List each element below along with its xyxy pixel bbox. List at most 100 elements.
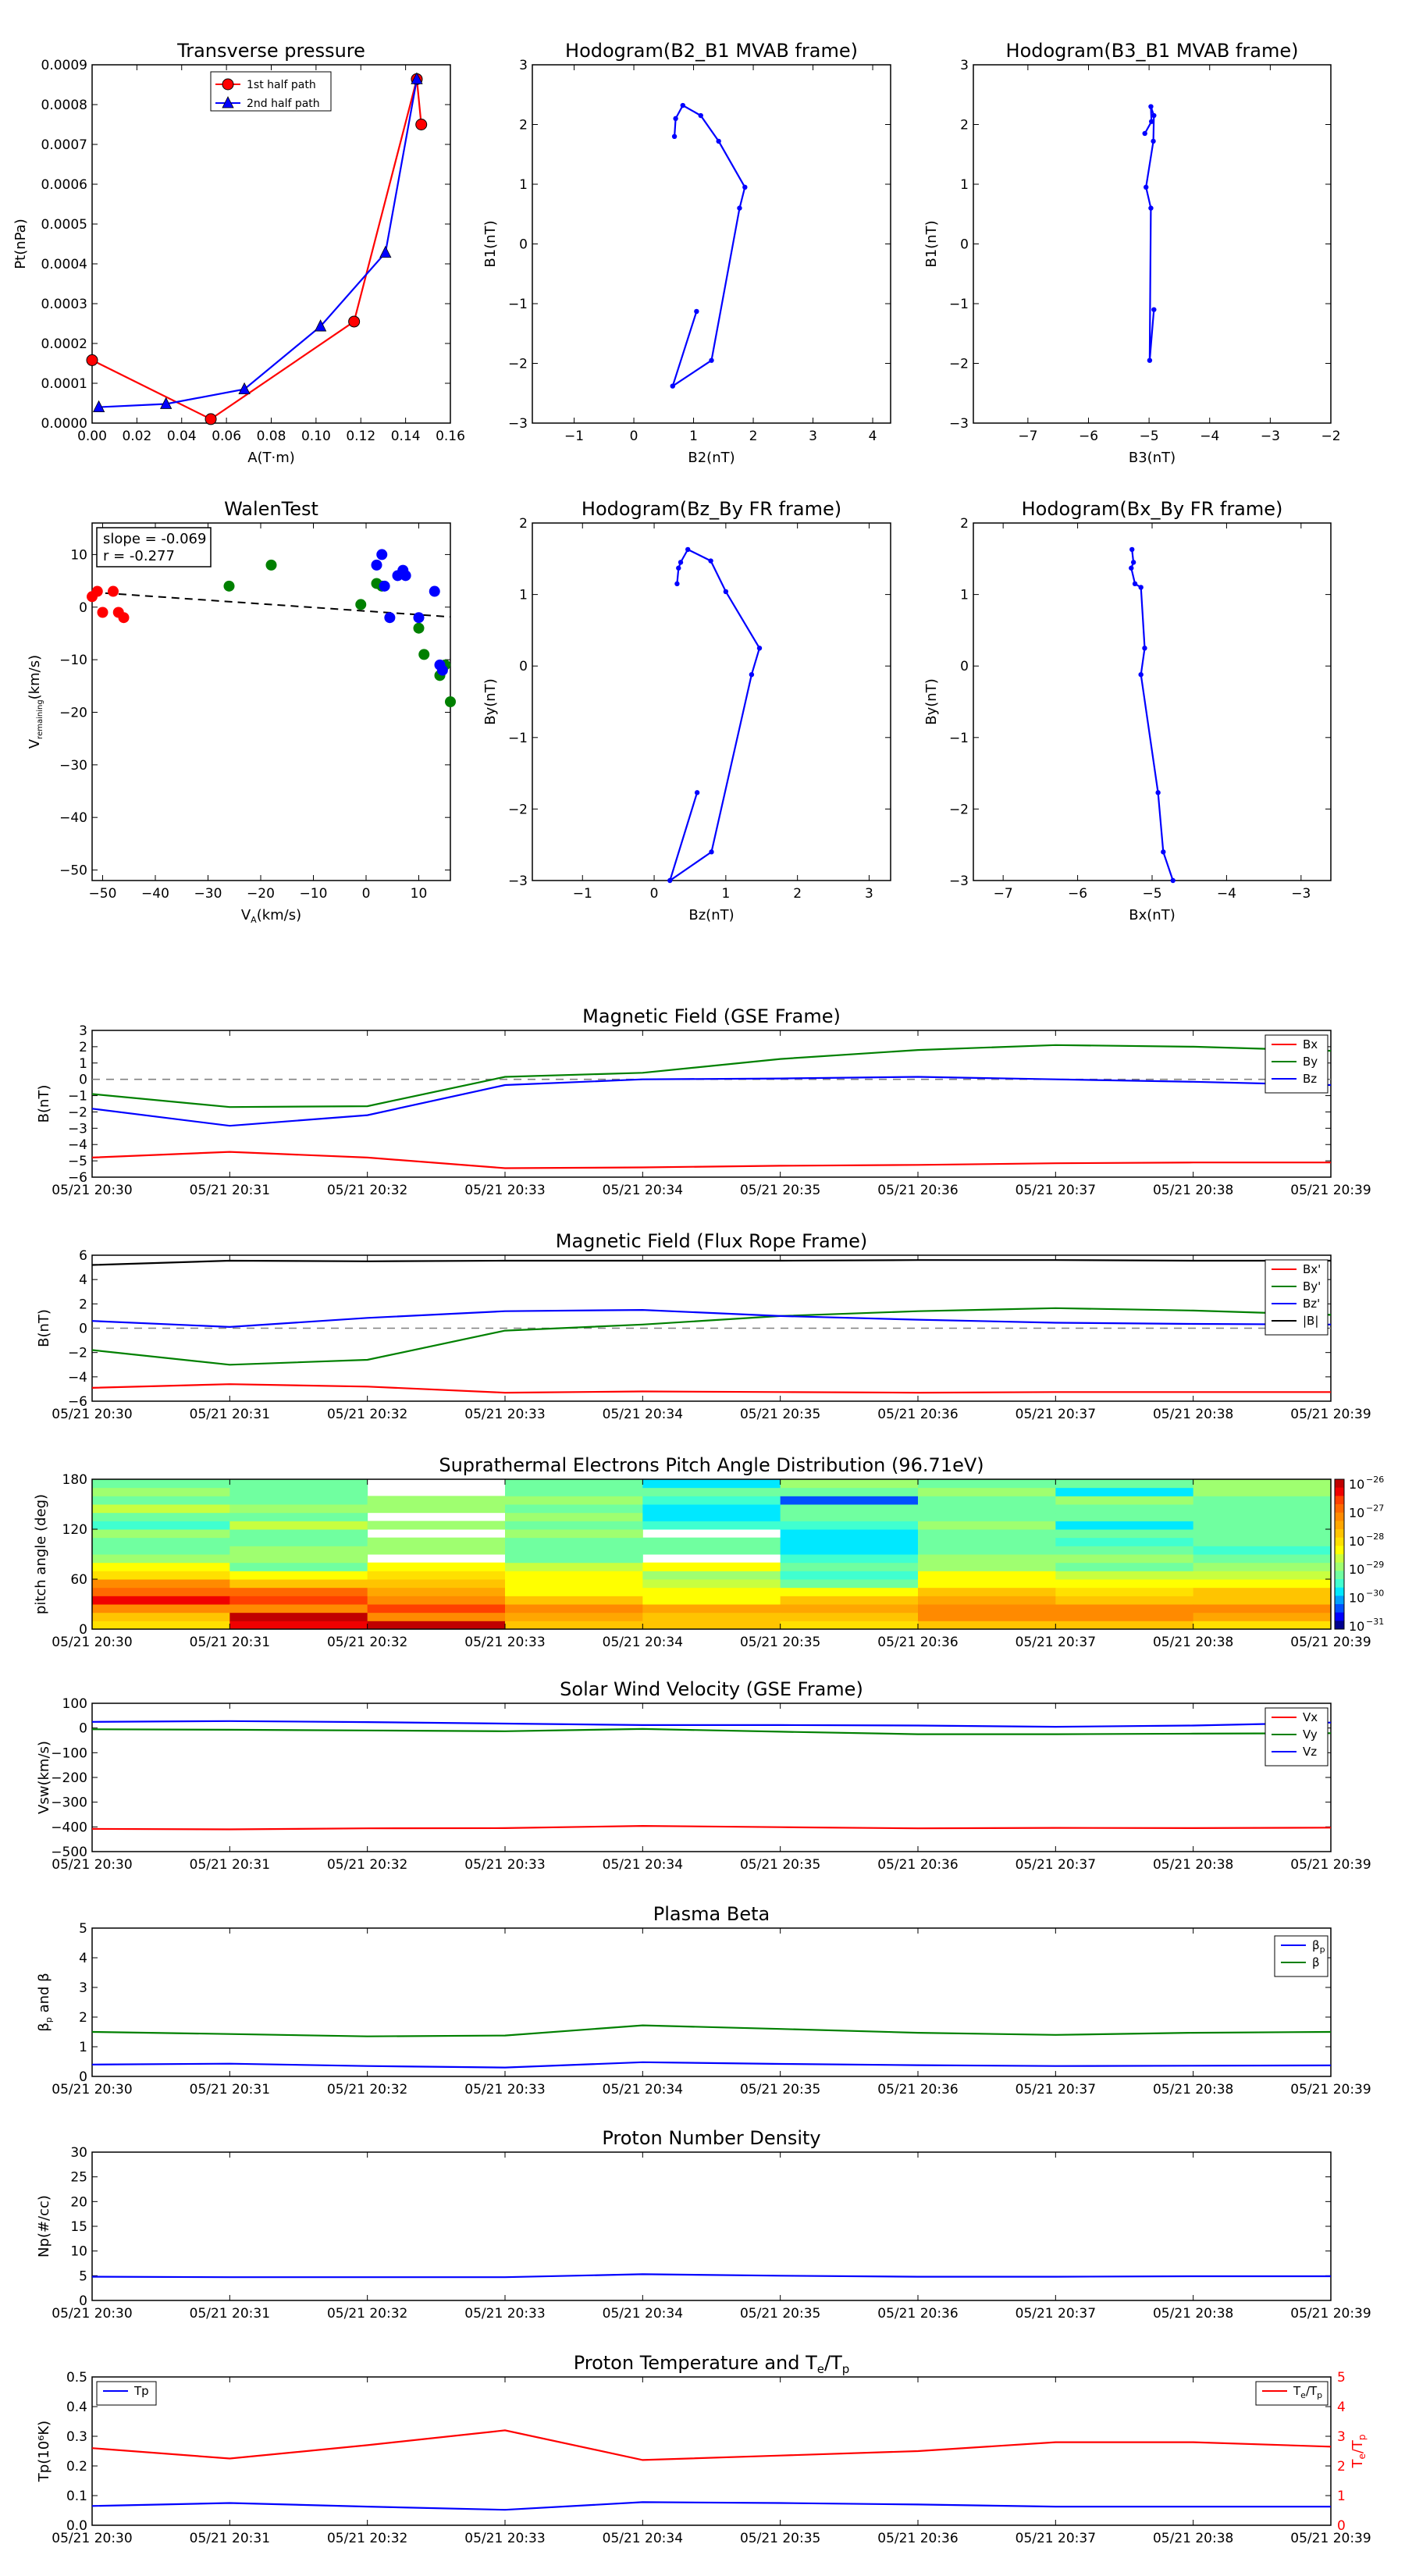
pad-heat-cell <box>505 1512 643 1521</box>
bfr-series-line <box>91 1308 1332 1329</box>
hzy-trace-point <box>676 565 681 571</box>
pad-heat-cell <box>918 1587 1056 1596</box>
pt-ytick-label: 0.0002 <box>41 336 87 352</box>
bgse-time-label: 05/21 20:37 <box>1016 1183 1096 1198</box>
pad-heat-cell <box>642 1504 781 1514</box>
hxy-trace-point <box>1129 546 1135 553</box>
pad-colorbar-label: 10 <box>1349 1477 1364 1492</box>
bfr-series-line <box>91 1259 1331 1266</box>
hxy-trace-point <box>1138 585 1144 590</box>
bgse-series-line <box>91 1076 1332 1127</box>
pad-heat-cell <box>367 1562 506 1571</box>
h31-trace-point <box>1151 307 1157 312</box>
tp-ytick-right-label: 4 <box>1337 2400 1346 2415</box>
np-time-label: 05/21 20:39 <box>1290 2306 1371 2322</box>
pad-heat-cell <box>918 1546 1056 1555</box>
pad-heat-cell <box>229 1554 368 1564</box>
pad-heat-cell <box>1055 1479 1194 1489</box>
tp-ytick-label: 0.5 <box>66 2370 87 2386</box>
h21-ytick-label: −3 <box>508 416 528 432</box>
pt-xtick-label: 0.08 <box>257 429 286 444</box>
pad-colorbar-segment <box>1335 1596 1344 1605</box>
h21-trace-point <box>670 383 675 389</box>
pad-heat-cell <box>505 1612 643 1621</box>
pad-heat-cell <box>780 1562 919 1571</box>
bfr-timeseries-panel: −6 −4 −2 0 2 4 6 05/21 20:30 05/21 20:31 05/21 20… <box>36 1230 1371 1422</box>
walen-xtick-label: 10 <box>411 886 428 902</box>
tp-legend-label: Te/Tp <box>1293 2384 1322 2400</box>
walen-scatter-point <box>223 580 235 592</box>
tp-ytick-right-label: 0 <box>1337 2518 1346 2534</box>
vsw-time-label: 05/21 20:33 <box>464 1857 545 1873</box>
vsw-time-label: 05/21 20:35 <box>740 1857 820 1873</box>
h21-xtick-label: 2 <box>749 429 758 444</box>
pad-colorbar-exponent: −27 <box>1366 1503 1384 1513</box>
bfr-legend-label: Bz' <box>1303 1297 1320 1311</box>
pad-colorbar-exponent: −29 <box>1366 1560 1384 1570</box>
bfr-time-label: 05/21 20:33 <box>464 1407 545 1422</box>
hzy-ytick-label: 0 <box>519 659 528 674</box>
bgse-legend-label: Bz <box>1303 1072 1317 1086</box>
beta-time-label: 05/21 20:31 <box>190 2082 270 2097</box>
pt-legend-label: 1st half path <box>247 79 316 91</box>
pad-heat-cell <box>505 1487 643 1496</box>
bgse-time-label: 05/21 20:35 <box>740 1183 820 1198</box>
pad-heat-cell <box>229 1621 368 1630</box>
h21-trace-point <box>737 205 742 211</box>
pt-xtick-label: 0.02 <box>122 429 151 444</box>
bgse-ytick-label: −3 <box>68 1121 87 1137</box>
bgse-series-line <box>91 1151 1331 1169</box>
tp-time-label: 05/21 20:38 <box>1153 2531 1233 2546</box>
tp-ylabel: Tp(10⁶K) <box>36 2421 52 2482</box>
pt-xtick-label: 0.00 <box>77 429 107 444</box>
bfr-legend-label: Bx' <box>1303 1262 1321 1276</box>
pad-heat-cell <box>642 1487 781 1496</box>
pad-heat-cell <box>367 1521 506 1530</box>
pad-colorbar-exponent: −26 <box>1366 1475 1384 1485</box>
pt-ytick-label: 0.0007 <box>41 137 87 153</box>
pad-heat-cell <box>1055 1587 1194 1596</box>
pad-heat-cell <box>367 1604 506 1614</box>
vsw-ytick-label: 100 <box>62 1696 87 1712</box>
walen-ytick-label: −20 <box>59 705 87 720</box>
tp-time-label: 05/21 20:31 <box>190 2531 270 2546</box>
pad-heat-cell <box>780 1579 919 1589</box>
bgse-series-line <box>91 1044 1332 1108</box>
walen-scatter-point <box>118 612 130 624</box>
np-time-label: 05/21 20:35 <box>740 2306 820 2322</box>
tp-ytick-label: 0.3 <box>66 2429 87 2445</box>
hxy-title: Hodogram(Bx_By FR frame) <box>1022 498 1283 520</box>
h21-trace <box>670 104 746 389</box>
walen-annotation: r = -0.277 <box>103 548 175 564</box>
bgse-ytick-label: −1 <box>68 1089 87 1105</box>
bfr-series-line <box>91 1383 1331 1394</box>
bfr-series-line <box>91 1307 1332 1366</box>
h31-ytick-label: −2 <box>949 357 969 372</box>
pad-heat-cell <box>780 1479 919 1489</box>
pad-heat-cell <box>505 1546 643 1555</box>
pad-heat-cell <box>1055 1529 1194 1539</box>
pad-time-label: 05/21 20:38 <box>1153 1635 1233 1650</box>
beta-timeseries-panel: 0 1 2 3 4 5 05/21 20:30 05/21 20:31 05/21 20:32 0… <box>36 1903 1371 2097</box>
tp-axes-frame <box>91 2376 1332 2526</box>
h31-trace-point <box>1147 358 1153 363</box>
hxy-trace-point <box>1138 671 1144 678</box>
walen-xlabel: VA(km/s) <box>241 907 301 925</box>
walen-xtick-label: 0 <box>362 886 371 902</box>
beta-series-line <box>91 2061 1332 2069</box>
h21-xlabel: B2(nT) <box>688 450 735 466</box>
np-timeseries-panel: 0 5 10 15 20 25 30 05/21 20:30 05/21 20:31 05/21 … <box>36 2127 1371 2322</box>
pad-heat-cell <box>229 1546 368 1555</box>
transverse-pressure-panel: 0.0000 0.0001 0.0002 0.0003 0.0004 0.0005 0.00… <box>12 40 465 466</box>
walen-ytick-label: 10 <box>70 547 87 563</box>
h31-trace-point <box>1144 184 1149 190</box>
hxy-xtick-label: −4 <box>1217 886 1236 902</box>
pt-ytick-label: 0.0008 <box>41 98 87 113</box>
beta-time-label: 05/21 20:33 <box>464 2082 545 2097</box>
np-time-label: 05/21 20:37 <box>1016 2306 1096 2322</box>
vsw-time-label: 05/21 20:37 <box>1016 1857 1096 1873</box>
beta-time-label: 05/21 20:32 <box>327 2082 407 2097</box>
walen-xtick-label: −10 <box>300 886 328 902</box>
walen-ytick-label: −10 <box>59 653 87 668</box>
vsw-time-label: 05/21 20:30 <box>52 1857 132 1873</box>
